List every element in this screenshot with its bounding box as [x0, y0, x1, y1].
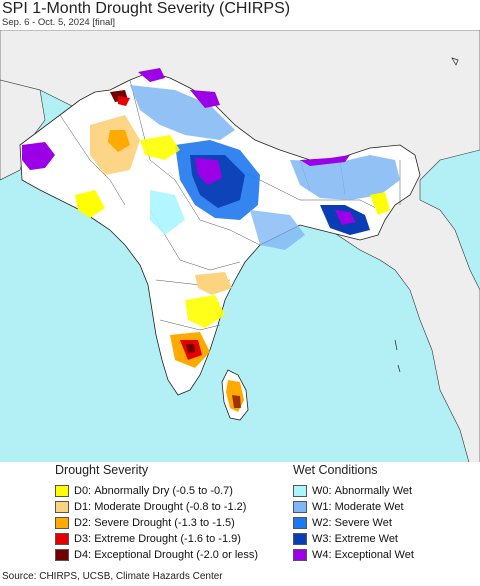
- legend-code: D0:: [74, 485, 92, 497]
- legend-item-w0: W0: Abnormally Wet: [293, 483, 414, 499]
- legend-label: Extreme Drought (-1.6 to -1.9): [94, 533, 241, 545]
- drought-map: [0, 30, 480, 466]
- small-islands: [394, 57, 459, 373]
- wet-himalaya-w4: [190, 90, 220, 108]
- wet-north-w4: [138, 68, 165, 82]
- legend-item-w3: W3: Extreme Wet: [293, 531, 414, 547]
- wet-bengal-w4: [335, 210, 356, 225]
- legend-label: Severe Wet: [334, 517, 392, 529]
- legend-code: W2:: [312, 517, 332, 529]
- wet-legend: Wet Conditions W0: Abnormally Wet W1: Mo…: [293, 462, 414, 563]
- legend-label: Moderate Wet: [334, 501, 404, 513]
- dry-west-d0: [75, 190, 105, 218]
- swatch-d4: [55, 549, 69, 561]
- wet-west-w4: [22, 142, 55, 170]
- swatch-w1: [293, 501, 307, 513]
- swatch-w3: [293, 533, 307, 545]
- dry-northeast-d0: [370, 192, 390, 215]
- legend-code: W3:: [312, 533, 332, 545]
- legend-code: D1:: [74, 501, 92, 513]
- legend-item-w2: W2: Severe Wet: [293, 515, 414, 531]
- legend-code: D3:: [74, 533, 92, 545]
- map-subtitle: Sep. 6 - Oct. 5, 2024 [final]: [2, 17, 116, 28]
- outside-land-west: [0, 79, 46, 181]
- legend-code: W1:: [312, 501, 332, 513]
- legend: Drought Severity D0: Abnormally Dry (-0.…: [0, 462, 480, 567]
- swatch-d0: [55, 485, 69, 497]
- legend-item-d1: D1: Moderate Drought (-0.8 to -1.2): [55, 499, 258, 515]
- legend-item-w4: W4: Exceptional Wet: [293, 547, 414, 563]
- wet-north-w1: [130, 85, 235, 140]
- swatch-d3: [55, 533, 69, 545]
- wet-nepal-w4: [300, 155, 350, 166]
- drought-legend-heading: Drought Severity: [55, 463, 149, 477]
- swatch-d2: [55, 517, 69, 529]
- legend-label: Abnormally Wet: [334, 485, 413, 497]
- wet-central-w4: [195, 158, 222, 185]
- swatch-w4: [293, 549, 307, 561]
- legend-item-w1: W1: Moderate Wet: [293, 499, 414, 515]
- wet-east-w1: [250, 210, 305, 250]
- swatch-d1: [55, 501, 69, 513]
- legend-item-d2: D2: Severe Drought (-1.3 to -1.5): [55, 515, 258, 531]
- swatch-w0: [293, 485, 307, 497]
- legend-code: W0:: [312, 485, 332, 497]
- dry-north-d3: [118, 96, 130, 106]
- wet-legend-heading: Wet Conditions: [293, 463, 378, 477]
- dry-deccan-d1: [195, 272, 232, 295]
- legend-code: W4:: [312, 549, 332, 561]
- legend-item-d3: D3: Extreme Drought (-1.6 to -1.9): [55, 531, 258, 547]
- legend-code: D4:: [74, 549, 92, 561]
- legend-code: D2:: [74, 517, 92, 529]
- swatch-w2: [293, 517, 307, 529]
- dry-deccan-d0: [185, 295, 225, 328]
- dry-northwest-d2: [108, 130, 130, 152]
- source-credit: Source: CHIRPS, UCSB, Climate Hazards Ce…: [2, 571, 223, 582]
- wet-central-w0: [150, 190, 185, 235]
- legend-label: Extreme Wet: [334, 533, 398, 545]
- legend-item-d0: D0: Abnormally Dry (-0.5 to -0.7): [55, 483, 258, 499]
- legend-label: Exceptional Drought (-2.0 or less): [94, 549, 259, 561]
- drought-legend: Drought Severity D0: Abnormally Dry (-0.…: [55, 462, 258, 563]
- dry-south-d4: [186, 344, 195, 353]
- legend-label: Severe Drought (-1.3 to -1.5): [94, 517, 235, 529]
- legend-label: Abnormally Dry (-0.5 to -0.7): [94, 485, 233, 497]
- dry-srilanka-d4: [232, 395, 241, 408]
- wet-northeast-w2: [290, 155, 400, 200]
- map-title: SPI 1-Month Drought Severity (CHIRPS): [2, 0, 291, 17]
- legend-item-d4: D4: Exceptional Drought (-2.0 or less): [55, 547, 258, 563]
- legend-label: Exceptional Wet: [334, 549, 414, 561]
- dry-central-d0: [140, 135, 180, 160]
- legend-label: Moderate Drought (-0.8 to -1.2): [94, 501, 247, 513]
